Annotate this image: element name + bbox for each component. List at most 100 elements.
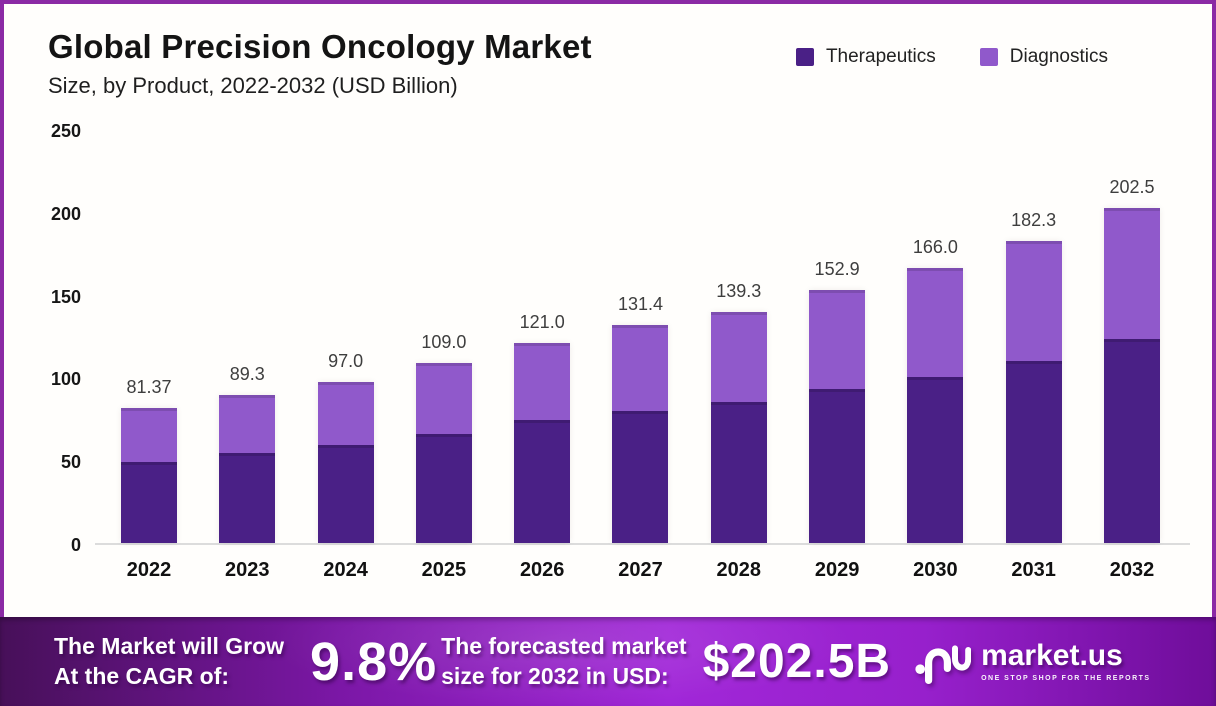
- bar-segment-therapeutics: [121, 461, 177, 543]
- x-axis-label: 2032: [1109, 559, 1155, 581]
- footer-banner: The Market will Grow At the CAGR of: 9.8…: [0, 617, 1216, 706]
- forecast-label-line1: The forecasted market: [441, 633, 687, 660]
- x-axis-label: 2026: [519, 559, 565, 581]
- y-tick-label: 200: [50, 203, 81, 224]
- brand-text: market.us ONE STOP SHOP FOR THE REPORTS: [981, 639, 1151, 683]
- bar-group-2026: 121.0 2026: [514, 131, 571, 581]
- chart-header: Global Precision Oncology Market Size, b…: [48, 28, 592, 99]
- bar-value-label: 139.3: [716, 281, 762, 302]
- bar-group-2025: 109.0 2025: [415, 131, 472, 581]
- x-axis-label: 2023: [225, 559, 270, 581]
- x-axis-label: 2022: [126, 559, 172, 581]
- x-axis-label: 2027: [618, 559, 663, 581]
- page-title: Global Precision Oncology Market: [48, 28, 592, 65]
- y-axis: 0 50 100 150 200 250: [46, 121, 95, 555]
- y-tick-label: 150: [50, 286, 81, 307]
- legend-label: Therapeutics: [825, 46, 936, 67]
- y-tick-label: 0: [70, 535, 81, 555]
- x-axis-label: 2028: [716, 559, 762, 581]
- legend-item-therapeutics: Therapeutics: [795, 46, 936, 68]
- bar-segment-therapeutics: [612, 410, 669, 543]
- bar-segment-diagnostics: [317, 382, 374, 446]
- page-subtitle: Size, by Product, 2022-2032 (USD Billion…: [48, 73, 458, 98]
- marketus-logo-icon: [915, 644, 972, 684]
- bar-group-2031: 182.3 2031: [1005, 131, 1062, 581]
- bar-group-2028: 139.3 2028: [710, 131, 767, 581]
- bar-stack: [317, 382, 374, 543]
- bar-value-label: 152.9: [814, 258, 860, 279]
- legend-item-diagnostics: Diagnostics: [979, 46, 1108, 68]
- chart-card: Global Precision Oncology Market Size, b…: [0, 0, 1216, 617]
- bar-value-label: 81.37: [126, 377, 172, 398]
- bar-segment-diagnostics: [907, 268, 964, 378]
- bar-value-label: 121.0: [519, 311, 565, 332]
- bar-segment-diagnostics: [1103, 207, 1160, 340]
- bar-segment-therapeutics: [317, 445, 374, 543]
- y-tick-label: 250: [50, 121, 81, 141]
- bar-segment-therapeutics: [415, 433, 472, 543]
- bar-value-label: 109.0: [421, 331, 467, 352]
- forecast-label-line2: size for 2032 in USD:: [441, 662, 669, 689]
- legend-swatch-icon: [979, 48, 998, 66]
- legend-swatch-icon: [795, 48, 814, 66]
- bar-stack: [514, 342, 571, 543]
- cagr-label: The Market will Grow At the CAGR of:: [54, 632, 284, 691]
- bar-stack: [612, 325, 669, 543]
- x-axis-label: 2030: [913, 559, 958, 581]
- bar-segment-diagnostics: [612, 325, 669, 411]
- legend-label: Diagnostics: [1009, 46, 1108, 67]
- bar-segment-diagnostics: [121, 408, 177, 462]
- bar-group-2029: 152.9 2029: [809, 131, 866, 581]
- bar-stack: [121, 408, 177, 543]
- bar-group-2022: 81.37 2022: [121, 131, 177, 581]
- bar-segment-diagnostics: [710, 312, 767, 403]
- bar-group-2032: 202.5 2032: [1103, 131, 1160, 581]
- bar-segment-therapeutics: [907, 377, 964, 543]
- bar-segment-therapeutics: [1103, 339, 1160, 543]
- bar-segment-therapeutics: [514, 420, 571, 543]
- x-axis-label: 2025: [421, 559, 467, 581]
- bar-stack: [1103, 207, 1160, 543]
- bar-stack: [1005, 241, 1062, 543]
- bar-stack: [907, 268, 964, 543]
- cagr-value: 9.8%: [310, 631, 438, 692]
- bar-group-2027: 131.4 2027: [612, 131, 669, 581]
- bar-segment-therapeutics: [809, 389, 866, 543]
- bar-group-2024: 97.0 2024: [317, 131, 374, 581]
- y-tick-label: 100: [50, 369, 81, 390]
- brand-logo: market.us ONE STOP SHOP FOR THE REPORTS: [915, 637, 1151, 687]
- bar-value-label: 97.0: [328, 351, 364, 372]
- stacked-bar-chart: 0 50 100 150 200 250 81.37 2022 89.3 2023 97.0 202…: [46, 121, 1190, 581]
- bar-segment-diagnostics: [219, 395, 276, 453]
- bar-segment-diagnostics: [415, 362, 472, 434]
- bar-stack: [415, 362, 472, 543]
- bar-stack: [710, 312, 767, 543]
- bar-group-2023: 89.3 2023: [219, 131, 276, 581]
- forecast-label: The forecasted market size for 2032 in U…: [441, 632, 686, 691]
- cagr-label-line1: The Market will Grow: [54, 633, 285, 660]
- bar-value-label: 202.5: [1109, 176, 1155, 197]
- bar-segment-therapeutics: [1005, 360, 1062, 543]
- bars-container: 81.37 2022 89.3 2023 97.0 2024 109.0 2025 121.0 2…: [121, 131, 1160, 581]
- bar-segment-therapeutics: [710, 402, 767, 543]
- x-axis-label: 2029: [814, 559, 860, 581]
- plot-area: 81.37 2022 89.3 2023 97.0 2024 109.0 2025 121.0 2…: [95, 131, 1190, 581]
- bar-value-label: 131.4: [617, 294, 664, 315]
- bar-segment-diagnostics: [514, 342, 571, 421]
- bar-segment-diagnostics: [809, 289, 866, 389]
- bar-value-label: 166.0: [912, 237, 958, 258]
- bar-group-2030: 166.0 2030: [907, 131, 964, 581]
- bar-stack: [219, 395, 276, 543]
- x-axis-label: 2031: [1011, 559, 1056, 581]
- bar-stack: [809, 289, 866, 543]
- brand-tagline: ONE STOP SHOP FOR THE REPORTS: [981, 675, 1151, 682]
- cagr-label-line2: At the CAGR of:: [54, 662, 230, 689]
- bar-value-label: 89.3: [229, 364, 265, 385]
- x-axis-label: 2024: [323, 559, 368, 581]
- legend: Therapeutics Diagnostics: [795, 46, 1108, 68]
- y-tick-label: 50: [60, 452, 81, 473]
- brand-name: market.us: [981, 639, 1123, 672]
- bar-segment-diagnostics: [1005, 241, 1062, 361]
- bar-segment-therapeutics: [219, 452, 276, 543]
